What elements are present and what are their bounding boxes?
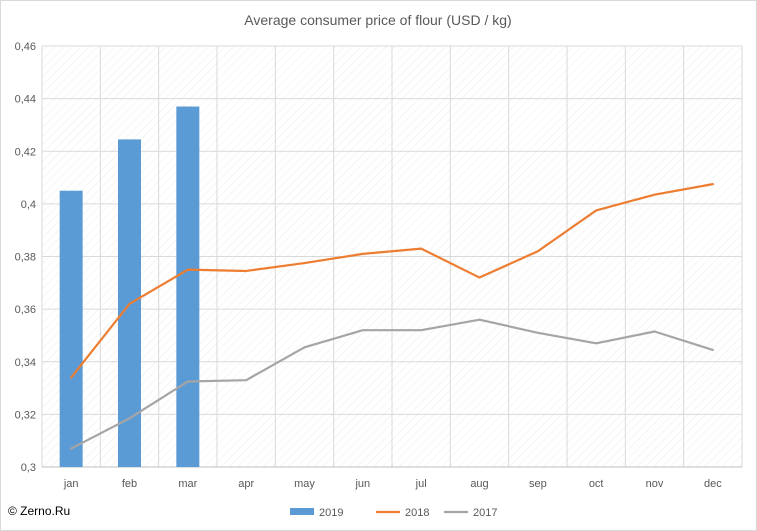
- line-2017: [70, 318, 714, 450]
- y-tick-label: 0,4: [21, 199, 36, 211]
- x-tick-label: may: [294, 478, 315, 490]
- legend-label-2017: 2017: [473, 507, 497, 519]
- y-tick-label: 0,3: [21, 462, 36, 474]
- bar-2019-mar: [176, 106, 200, 468]
- gridlines: [41, 45, 743, 468]
- legend-item-2017: 2017: [444, 507, 497, 519]
- chart-title: Average consumer price of flour (USD / k…: [244, 12, 511, 28]
- legend: 2019 2018 2017: [290, 507, 497, 519]
- line-2018: [70, 183, 714, 379]
- x-tick-label: feb: [122, 478, 137, 490]
- x-tick-label: dec: [704, 478, 722, 490]
- y-tick-label: 0,36: [15, 304, 36, 316]
- y-tick-label: 0,38: [15, 252, 36, 264]
- legend-label-2019: 2019: [319, 507, 343, 519]
- x-tick-label: jan: [63, 478, 79, 490]
- x-tick-label: aug: [470, 478, 488, 490]
- x-tick-label: nov: [646, 478, 664, 490]
- y-tick-label: 0,34: [15, 357, 36, 369]
- x-axis: jan feb mar apr may jun jul aug sep oct nov dec: [42, 466, 742, 490]
- y-tick-label: 0,46: [15, 41, 36, 53]
- x-tick-label: jul: [415, 478, 427, 490]
- x-tick-label: sep: [529, 478, 547, 490]
- legend-item-2018: 2018: [376, 507, 429, 519]
- line-series: [70, 183, 714, 450]
- bar-2019-jan: [59, 190, 83, 467]
- y-axis: 0,3 0,32 0,34 0,36 0,38 0,4 0,42 0,44 0,46: [15, 41, 36, 474]
- x-tick-label: oct: [589, 478, 604, 490]
- legend-label-2018: 2018: [405, 507, 429, 519]
- x-tick-label: mar: [178, 478, 197, 490]
- y-tick-label: 0,42: [15, 146, 36, 158]
- x-tick-label: apr: [238, 478, 254, 490]
- y-tick-label: 0,32: [15, 409, 36, 421]
- copyright-text: © Zerno.Ru: [8, 504, 71, 518]
- legend-swatch-2019: [290, 508, 314, 515]
- x-tick-label: jun: [354, 478, 370, 490]
- y-tick-label: 0,44: [15, 94, 36, 106]
- legend-item-2019: 2019: [290, 507, 343, 519]
